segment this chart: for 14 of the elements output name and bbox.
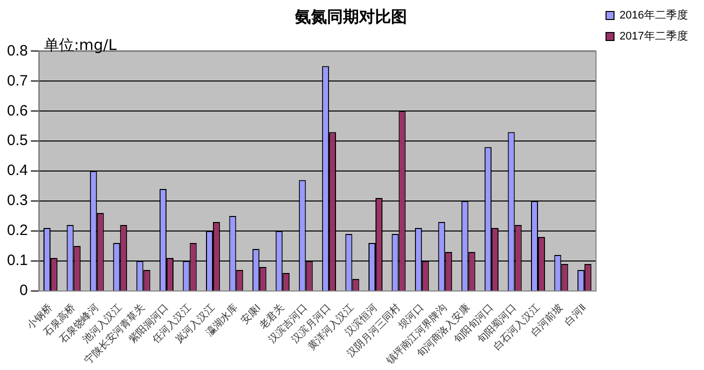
legend-label: 2016年二季度: [620, 8, 688, 22]
y-tick-label: 0.4: [6, 162, 28, 180]
legend-label: 2017年二季度: [620, 30, 688, 43]
y-tick-label: 0.5: [6, 132, 28, 150]
y-tick-label: 0.8: [6, 42, 28, 60]
y-tick-label: 0: [20, 282, 28, 300]
y-tick-label: 0.3: [6, 192, 28, 210]
y-tick-label: 0.2: [6, 222, 28, 240]
chart-title: 氨氮同期对比图: [294, 6, 407, 26]
y-tick-label: 0.7: [6, 72, 28, 90]
y-tick-label: 0.1: [6, 252, 28, 270]
x-tick-label: 白河Ⅱ: [562, 302, 588, 328]
annotation: 单位:mg/L: [44, 36, 117, 55]
y-tick-label: 0.6: [6, 102, 28, 120]
